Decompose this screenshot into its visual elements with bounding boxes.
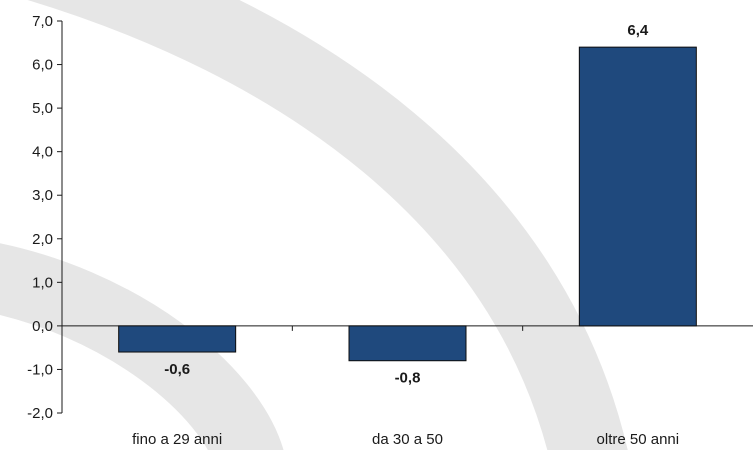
- x-tick-label: oltre 50 anni: [597, 431, 680, 448]
- y-tick-label: 5,0: [32, 100, 53, 117]
- y-tick-label: -2,0: [27, 405, 53, 422]
- x-tick-label: da 30 a 50: [372, 431, 443, 448]
- bar: [118, 325, 237, 353]
- y-tick-label: 4,0: [32, 144, 53, 161]
- bar: [578, 46, 697, 327]
- data-label: 6,4: [627, 22, 649, 39]
- y-tick-label: 6,0: [32, 57, 53, 74]
- data-label: -0,8: [395, 370, 421, 387]
- y-tick-label: -1,0: [27, 361, 53, 378]
- y-tick-label: 7,0: [32, 13, 53, 30]
- y-tick-label: 2,0: [32, 231, 53, 248]
- y-tick-label: 0,0: [32, 318, 53, 335]
- y-tick-label: 1,0: [32, 274, 53, 291]
- y-tick-label: 3,0: [32, 187, 53, 204]
- labels: 7,0 6,0 5,0 4,0 3,0 2,0 1,0 0,0 -1,0 -2,0 -0,6 fino…: [27, 13, 679, 448]
- bars: [118, 46, 697, 362]
- watermark-arcs: [0, 0, 628, 450]
- x-tick-label: fino a 29 anni: [132, 431, 222, 448]
- bar: [348, 325, 467, 362]
- watermark-arc-outer: [27, 0, 628, 450]
- data-label: -0,6: [164, 361, 190, 378]
